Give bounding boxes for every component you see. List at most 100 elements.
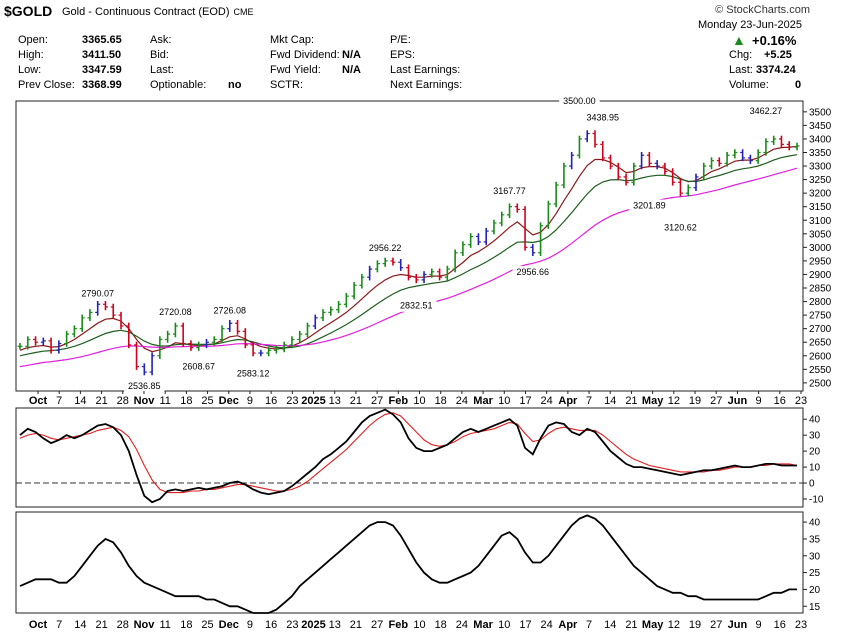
x-tick-label: 25: [201, 395, 213, 407]
chg-value: +5.25: [764, 49, 792, 61]
y-tick-label: 3250: [809, 175, 832, 186]
price-annotation: 3120.62: [664, 223, 697, 233]
x-tick-label: 2025: [301, 395, 325, 407]
x-tick-label: 23: [286, 395, 298, 407]
annotation-bg: [559, 94, 600, 107]
open-value: 3365.65: [82, 34, 122, 46]
x-tick-label: 10: [413, 395, 425, 407]
x-tick-label: Mar: [473, 619, 493, 631]
oscillator-signal-line: [19, 412, 798, 494]
y-tick-label: 30: [809, 551, 821, 562]
fwd-yield-label: Fwd Yield:: [270, 64, 321, 76]
prev-close-label: Prev Close:: [18, 79, 75, 91]
y-tick-label: 20: [809, 447, 821, 458]
x-tick-label: 24: [541, 395, 553, 407]
y-tick-label: -10: [809, 495, 824, 506]
x-tick-label: 24: [456, 395, 468, 407]
annotation-bg: [155, 306, 196, 319]
change-percent: +0.16%: [752, 33, 797, 48]
x-tick-label: May: [642, 395, 664, 407]
moving-average-2: [19, 154, 798, 357]
x-tick-label: 23: [795, 395, 807, 407]
y-tick-label: 3500: [809, 107, 832, 118]
annotation-bg: [124, 379, 165, 392]
panel-frame-2: [15, 511, 804, 614]
x-tick-label: 13: [329, 619, 341, 631]
x-tick-label: 11: [159, 619, 170, 631]
x-tick-label: Oct: [29, 395, 48, 407]
last-earnings-label: Last Earnings:: [390, 64, 461, 76]
pe-label: P/E:: [390, 34, 411, 46]
x-tick-label: 27: [710, 395, 722, 407]
y-tick-label: 40: [809, 415, 821, 426]
x-tick-label: 12: [668, 395, 680, 407]
y-tick-label: 3050: [809, 229, 832, 240]
y-tick-label: 2850: [809, 284, 832, 295]
y-tick-label: 3000: [809, 243, 832, 254]
x-tick-label: Feb: [389, 395, 409, 407]
annotation-bg: [396, 299, 437, 312]
x-tick-label: 16: [774, 395, 786, 407]
x-tick-label: 7: [56, 395, 62, 407]
x-tick-label: 21: [625, 619, 637, 631]
quote-date: Monday 23-Jun-2025: [698, 19, 802, 31]
x-tick-label: 9: [247, 619, 253, 631]
x-tick-label: 19: [689, 395, 701, 407]
annotation-bg: [178, 360, 219, 373]
stockcharts-logo: © StockCharts.com: [715, 4, 810, 16]
y-tick-label: 40: [809, 518, 821, 529]
x-tick-label: 25: [201, 619, 213, 631]
x-tick-label: 14: [74, 395, 86, 407]
x-tick-label: Nov: [134, 619, 156, 631]
y-tick-label: 2650: [809, 338, 832, 349]
x-tick-label: 17: [519, 395, 531, 407]
annotation-bg: [364, 242, 406, 255]
annotation-bg: [582, 111, 623, 124]
x-tick-label: 28: [117, 395, 129, 407]
price-annotation: 2720.08: [159, 307, 192, 317]
x-tick-label: 2025: [301, 619, 325, 631]
fwd-dividend-value: N/A: [342, 49, 361, 61]
low-value: 3347.59: [82, 64, 122, 76]
x-tick-label: 10: [498, 619, 510, 631]
high-label: High:: [18, 49, 44, 61]
x-tick-label: 14: [604, 619, 616, 631]
last-price-label: Last:: [729, 64, 753, 76]
moving-average-1: [19, 145, 798, 353]
price-annotation: 3438.95: [586, 112, 619, 122]
price-annotation: 3500.00: [563, 96, 596, 106]
x-tick-label: 7: [586, 619, 592, 631]
annotation-bg: [512, 266, 554, 279]
price-annotation: 2956.22: [369, 243, 402, 253]
price-annotation: 2608.67: [182, 361, 215, 371]
x-tick-label: May: [642, 619, 664, 631]
y-tick-label: 2900: [809, 270, 832, 281]
price-annotation: 2832.51: [400, 301, 433, 311]
x-tick-label: 16: [265, 395, 277, 407]
y-tick-label: 15: [809, 602, 821, 613]
price-annotation: 2726.08: [214, 306, 247, 316]
x-tick-label: 10: [413, 619, 425, 631]
fwd-yield-value: N/A: [342, 64, 361, 76]
x-tick-label: 21: [350, 619, 362, 631]
y-tick-label: 35: [809, 534, 821, 545]
price-annotation: 2956.66: [517, 267, 550, 277]
panel-frame-0: [15, 100, 804, 392]
y-tick-label: 2800: [809, 297, 832, 308]
annotation-bg: [232, 367, 274, 380]
panel-frame-1: [15, 407, 804, 508]
annotation-bg: [629, 199, 670, 212]
x-tick-label: Nov: [134, 395, 156, 407]
y-tick-label: 0: [809, 479, 815, 490]
x-tick-label: 28: [117, 619, 129, 631]
x-tick-label: 23: [795, 619, 807, 631]
eps-label: EPS:: [390, 49, 416, 61]
x-tick-label: 16: [265, 619, 277, 631]
description-text: Gold - Continuous Contract (EOD): [62, 6, 230, 18]
price-annotation: 3201.89: [633, 201, 666, 211]
chg-label: Chg:: [729, 49, 753, 61]
y-tick-label: 25: [809, 568, 821, 579]
y-tick-label: 2750: [809, 311, 832, 322]
volume-value: 0: [795, 79, 802, 91]
y-tick-label: 2500: [809, 378, 832, 389]
